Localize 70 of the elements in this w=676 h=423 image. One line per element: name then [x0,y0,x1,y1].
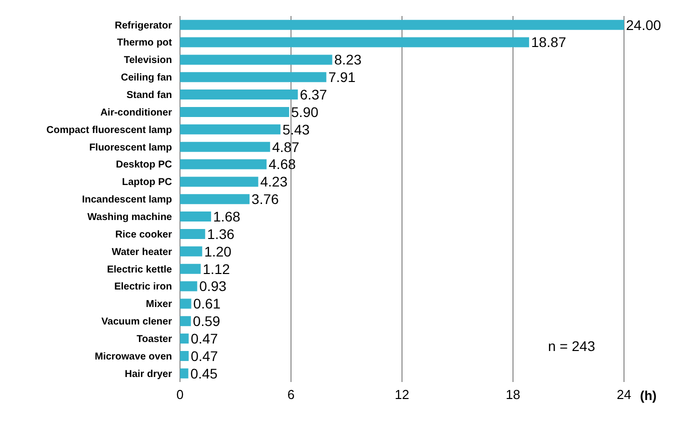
y-tick-label: Refrigerator [114,20,172,32]
y-tick-label: Compact fluorescent lamp [46,124,172,136]
y-tick-label: Microwave oven [94,351,172,362]
y-tick-label: Electric kettle [106,264,172,276]
data-label: 1.20 [204,243,232,260]
data-label: 5.90 [291,104,319,120]
bar [180,124,280,134]
bar [180,37,530,48]
y-tick-label: Electric iron [114,282,172,293]
bar [180,212,212,222]
data-label: 24.00 [626,16,662,33]
y-tick-label: Fluorescent lamp [89,142,172,154]
data-label: 3.76 [252,191,280,208]
y-tick-label: Incandescent lamp [82,194,172,206]
data-label: 6.37 [300,86,328,103]
data-label: 7.91 [328,69,356,86]
data-label: 4.23 [260,174,288,190]
y-tick-label: Laptop PC [122,177,172,188]
y-tick-label: Washing machine [87,212,172,223]
y-tick-label: Water heater [112,246,172,258]
x-tick-label: 18 [506,387,520,402]
y-tick-label: Air-conditioner [100,107,172,118]
bar [180,316,191,326]
bar [180,350,189,361]
data-label: 0.61 [193,296,221,312]
annotation: n = 243 [548,338,596,354]
x-axis-title: (h) [640,388,657,403]
bar [180,176,258,187]
bar [180,54,332,65]
y-tick-label: Desktop PC [116,160,172,171]
data-label: 18.87 [531,34,566,50]
y-tick-label: Mixer [146,299,172,310]
data-label: 0.93 [199,278,227,294]
bar [180,281,198,292]
bar [180,334,189,344]
data-label: 1.68 [213,208,241,225]
bar [180,142,270,152]
bar [180,194,250,204]
y-tick-label: Toaster [136,334,172,345]
data-label: 1.36 [207,226,235,242]
x-tick-label: 12 [394,387,410,402]
bar [180,264,201,274]
bar [180,72,326,82]
bar [180,298,192,309]
y-tick-label: Hair dryer [124,368,172,380]
y-tick-label: Thermo pot [117,38,173,49]
data-label: 1.12 [202,260,230,277]
data-label: 8.23 [334,52,362,68]
bar [180,368,188,378]
bar [180,246,202,256]
y-tick-label: Rice cooker [115,229,172,240]
bar [180,20,624,30]
x-tick-label: 0 [176,387,184,402]
data-label: 5.43 [282,121,310,138]
bar [180,106,290,117]
bar [180,159,267,170]
data-label: 0.59 [192,313,220,330]
data-label: 4.87 [272,138,300,155]
data-label: 0.45 [190,365,218,382]
x-tick-label: 24 [616,387,632,402]
data-label: 4.68 [268,156,296,172]
data-label: 0.47 [190,348,218,364]
bar [180,90,298,100]
y-tick-label: Vacuum clener [101,316,172,328]
x-tick-label: 6 [287,387,295,402]
y-tick-label: Stand fan [126,90,172,101]
y-tick-label: Ceiling fan [120,72,172,84]
data-label: 0.47 [190,330,218,347]
y-tick-label: Television [124,55,172,66]
bar [180,228,206,239]
